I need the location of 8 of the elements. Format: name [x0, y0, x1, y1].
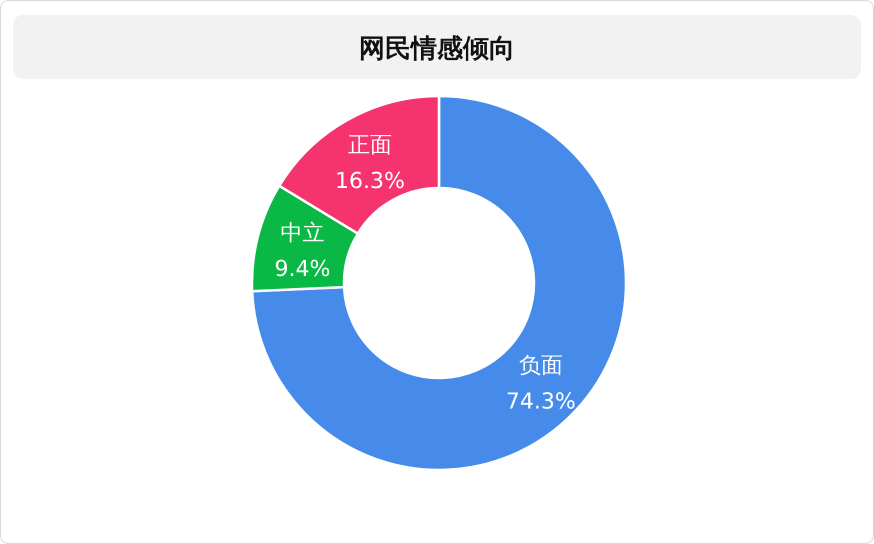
data-label: 74.3% [506, 389, 576, 414]
chart-title: 网民情感倾向 [359, 34, 515, 64]
donut-slice [250, 94, 628, 472]
slice-label: 负面 [518, 353, 563, 378]
data-label: 9.4% [274, 256, 330, 282]
slice-label: 正面 [348, 133, 392, 158]
slice-label: 中立 [280, 220, 324, 246]
data-label: 16.3% [334, 169, 405, 194]
